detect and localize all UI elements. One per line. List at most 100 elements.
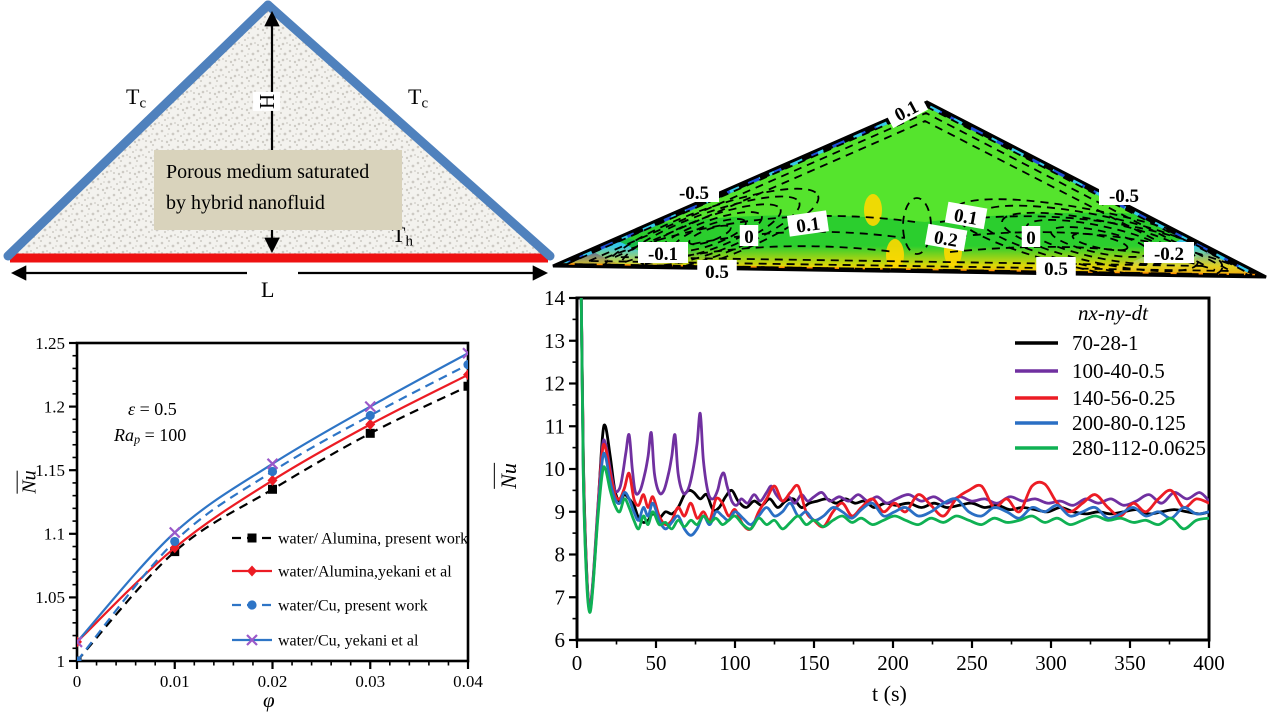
y-tick-label: 10: [544, 457, 565, 481]
length-symbol: L: [261, 277, 275, 302]
y-tick-label: 1.25: [35, 334, 65, 353]
svg-text:0.1: 0.1: [952, 205, 979, 230]
contour-border: [552, 100, 1267, 279]
series-group: [579, 298, 1209, 614]
schematic-drawing: [3, 0, 555, 281]
x-tick-label: 0.02: [258, 672, 288, 691]
epsilon-annotation: ε = 0.5: [128, 400, 177, 418]
height-label: H: [253, 91, 281, 112]
contour-label-group: 0.1-0.50.10-0.10.50.10.2 00.5-0.5-0.2: [638, 91, 1194, 283]
x-tick-label: 0: [73, 672, 82, 691]
svg-text:-0.5: -0.5: [679, 183, 709, 204]
x-tick-label: 250: [956, 651, 988, 675]
legend-label: 70-28-1: [1072, 331, 1139, 355]
y-tick-label: 7: [555, 585, 566, 609]
legend-label: water/Alumina,yekani et al: [278, 564, 452, 581]
contour-label: 0.5: [1036, 257, 1076, 280]
contour-panel: 0.1 -0.5 0.1 0 -0.1 0.5 0.1 0.2 0 0.5 -0.5 -0.2: [545, 50, 1267, 290]
contour-label: 0: [1021, 226, 1041, 249]
x-tick-label: 300: [1035, 651, 1067, 675]
porous-medium-caption: Porous medium saturated by hybrid nanofl…: [154, 150, 402, 230]
left-cold-wall-symbol: T: [126, 84, 140, 109]
height-symbol: H: [255, 93, 280, 110]
rayleigh-symbol: Ra: [114, 425, 134, 445]
time-axis-symbol: t (s): [872, 681, 907, 706]
contour-label: -0.2: [1144, 242, 1194, 265]
y-tick-label: 1: [57, 652, 66, 671]
x-tick-label: 50: [646, 651, 667, 675]
y-axis-title-nu-right: Nu: [493, 463, 521, 489]
x-tick-label: 0.01: [160, 672, 190, 691]
series-line-water/Cu, present work: [77, 363, 468, 661]
nu-vs-phi-chart-panel: 0 0.01 0.02 0.03 0.04 1 1.05 1.1 1.15 1.2 1.25 wate…: [10, 330, 510, 727]
legend-label: 140-56-0.25: [1072, 386, 1175, 410]
y-tick-label: 1.1: [44, 525, 65, 544]
svg-text:0: 0: [744, 227, 754, 248]
svg-text:-0.5: -0.5: [1109, 186, 1139, 207]
y-tick-label: 14: [544, 286, 566, 310]
x-tick-label: 0.04: [453, 672, 483, 691]
legend-label: 200-80-0.125: [1072, 411, 1186, 435]
contour-label: 0: [739, 225, 759, 248]
svg-text:-0.2: -0.2: [1154, 244, 1184, 265]
x-tick-label: 350: [1114, 651, 1146, 675]
legend-label: water/ Alumina, present work: [278, 531, 468, 548]
axes: 0 50 100 150 200 250 300 350 400 6 7 8 9 10 11 12 13 14: [544, 286, 1225, 675]
x-tick-label: 150: [798, 651, 830, 675]
legend-label: water/Cu, present work: [278, 598, 428, 615]
epsilon-symbol: ε: [128, 399, 136, 419]
x-tick-label: 400: [1193, 651, 1225, 675]
svg-text:0.5: 0.5: [705, 262, 729, 283]
y-tick-label: 6: [555, 628, 566, 652]
left-cold-wall-subscript: c: [139, 95, 147, 112]
contour-label: -0.5: [669, 181, 719, 204]
legend-title-text: nx-ny-dt: [1078, 301, 1148, 325]
contour-label: 0.1: [944, 201, 988, 230]
legend: 70-28-1 100-40-0.5 140-56-0.25200-80-0.125…: [1015, 331, 1206, 460]
series-line-280-112-0.0625: [579, 298, 1209, 614]
phi-symbol: φ: [263, 688, 275, 712]
contour-label: -0.5: [1099, 184, 1149, 207]
y-tick-label: 9: [555, 500, 566, 524]
cold-right-wall: [263, 0, 555, 261]
svg-text:0.1: 0.1: [795, 213, 821, 237]
legend: water/ Alumina, present work water/Alumin…: [232, 531, 468, 650]
nu-vs-phi-plot: 0 0.01 0.02 0.03 0.04 1 1.05 1.1 1.15 1.2 1.25 wate…: [35, 334, 483, 691]
caption-line-2: by hybrid nanofluid: [166, 192, 325, 214]
svg-text:0: 0: [1026, 228, 1036, 249]
legend-label: water/Cu, yekani et al: [278, 633, 419, 650]
right-cold-wall-label: Tc: [408, 86, 428, 111]
contour-drawing: 0.1-0.50.10-0.10.50.10.2 00.5-0.5-0.2: [552, 91, 1267, 283]
hot-wall-subscript: h: [405, 233, 413, 250]
rayleigh-value: = 100: [140, 425, 187, 445]
svg-text:0.2: 0.2: [932, 227, 959, 252]
y-tick-label: 1.2: [44, 397, 65, 416]
nu-vs-time-plot: 0 50 100 150 200 250 300 350 400 6 7 8 9 10 11 12 13 14 70…: [544, 286, 1225, 675]
y-tick-label: 1.05: [35, 588, 65, 607]
caption-line-1: Porous medium saturated: [166, 161, 370, 183]
svg-text:0.5: 0.5: [1044, 259, 1068, 280]
series-line-200-80-0.125: [579, 298, 1209, 612]
nu-vs-time-chart-panel: 0 50 100 150 200 250 300 350 400 6 7 8 9 10 11 12 13 14 70…: [493, 286, 1245, 727]
rayleigh-subscript: p: [134, 432, 141, 447]
legend-label: 280-112-0.0625: [1072, 436, 1206, 460]
length-label: L: [261, 279, 274, 301]
x-axis-title-phi: φ: [263, 690, 275, 711]
y-tick-label: 8: [555, 543, 566, 567]
contour-label: 0.1: [786, 210, 829, 238]
right-cold-wall-symbol: T: [408, 84, 422, 109]
y-axis-title-nu-left: Nu: [16, 470, 41, 494]
y-tick-label: 1.15: [35, 461, 65, 480]
nu-symbol-left: Nu: [16, 470, 41, 494]
legend-title: nx-ny-dt: [1078, 303, 1148, 324]
epsilon-value: = 0.5: [135, 399, 177, 419]
series-group: [77, 347, 468, 661]
cold-left-wall: [3, 0, 273, 261]
x-tick-label: 200: [877, 651, 909, 675]
contour-label: 0.5: [697, 260, 737, 283]
contour-label: 0.2: [924, 223, 968, 252]
x-tick-label: 0.03: [355, 672, 385, 691]
nu-symbol-right: Nu: [493, 463, 521, 489]
x-axis-title-time: t (s): [872, 683, 907, 705]
